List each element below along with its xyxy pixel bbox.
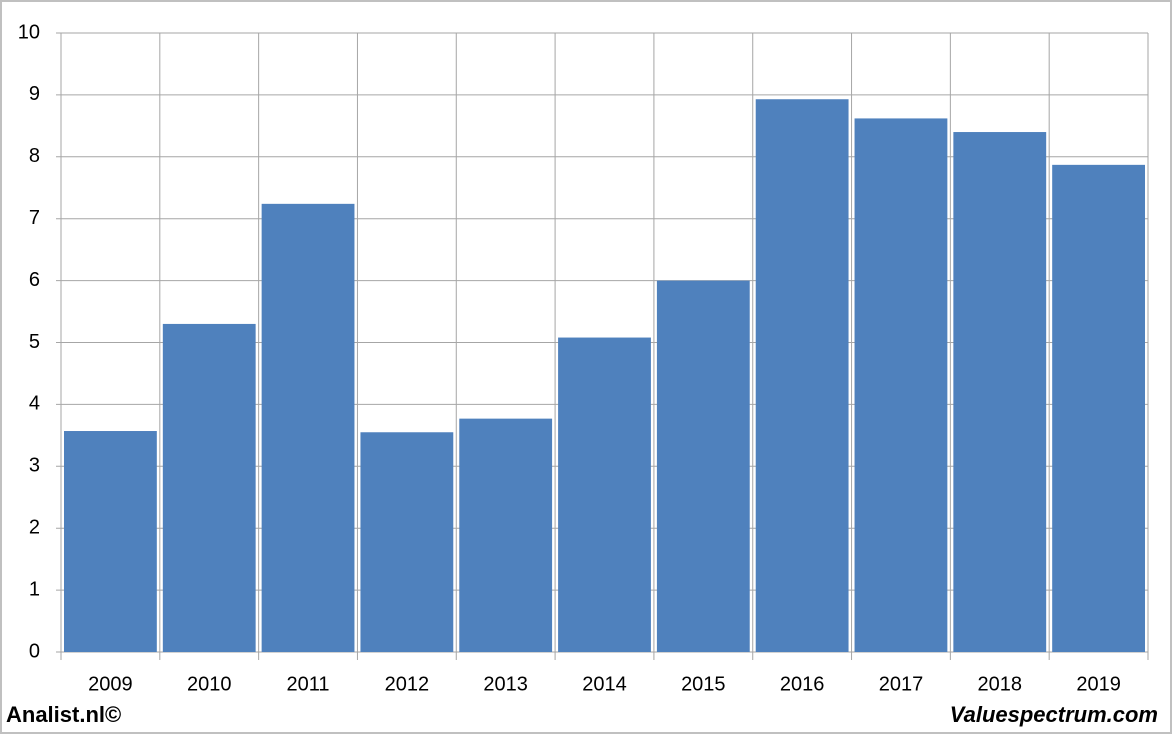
x-tick-label: 2012 xyxy=(385,673,430,695)
x-tick-label: 2010 xyxy=(187,673,232,695)
bar xyxy=(459,418,553,652)
bar xyxy=(558,337,651,652)
bar xyxy=(953,132,1047,653)
y-tick-label: 1 xyxy=(29,578,40,600)
source-right: Valuespectrum.com xyxy=(950,702,1158,727)
bar xyxy=(162,323,256,652)
bar xyxy=(755,99,849,652)
source-left: Analist.nl© xyxy=(6,702,121,727)
bar xyxy=(1052,164,1145,653)
x-tick-label: 2016 xyxy=(780,673,825,695)
x-tick-label: 2019 xyxy=(1076,673,1121,695)
bar xyxy=(854,118,948,652)
y-tick-label: 4 xyxy=(29,393,40,415)
y-tick-label: 5 xyxy=(29,331,40,353)
y-tick-label: 6 xyxy=(29,269,40,291)
bar xyxy=(261,203,355,652)
y-tick-label: 2 xyxy=(29,516,40,538)
y-tick-label: 9 xyxy=(29,83,40,105)
bar xyxy=(64,431,157,652)
x-tick-label: 2017 xyxy=(879,673,924,695)
y-tick-label: 7 xyxy=(29,207,40,229)
x-tick-label: 2009 xyxy=(88,673,133,695)
bar xyxy=(360,432,454,652)
y-tick-label: 8 xyxy=(29,145,40,167)
bar xyxy=(656,280,750,652)
x-tick-label: 2013 xyxy=(483,673,528,695)
x-tick-label: 2011 xyxy=(287,673,330,695)
y-tick-label: 10 xyxy=(18,21,40,43)
x-tick-label: 2018 xyxy=(978,673,1023,695)
y-tick-label: 0 xyxy=(29,640,40,662)
x-tick-label: 2014 xyxy=(582,673,627,695)
x-tick-label: 2015 xyxy=(681,673,726,695)
y-tick-label: 3 xyxy=(29,455,40,477)
